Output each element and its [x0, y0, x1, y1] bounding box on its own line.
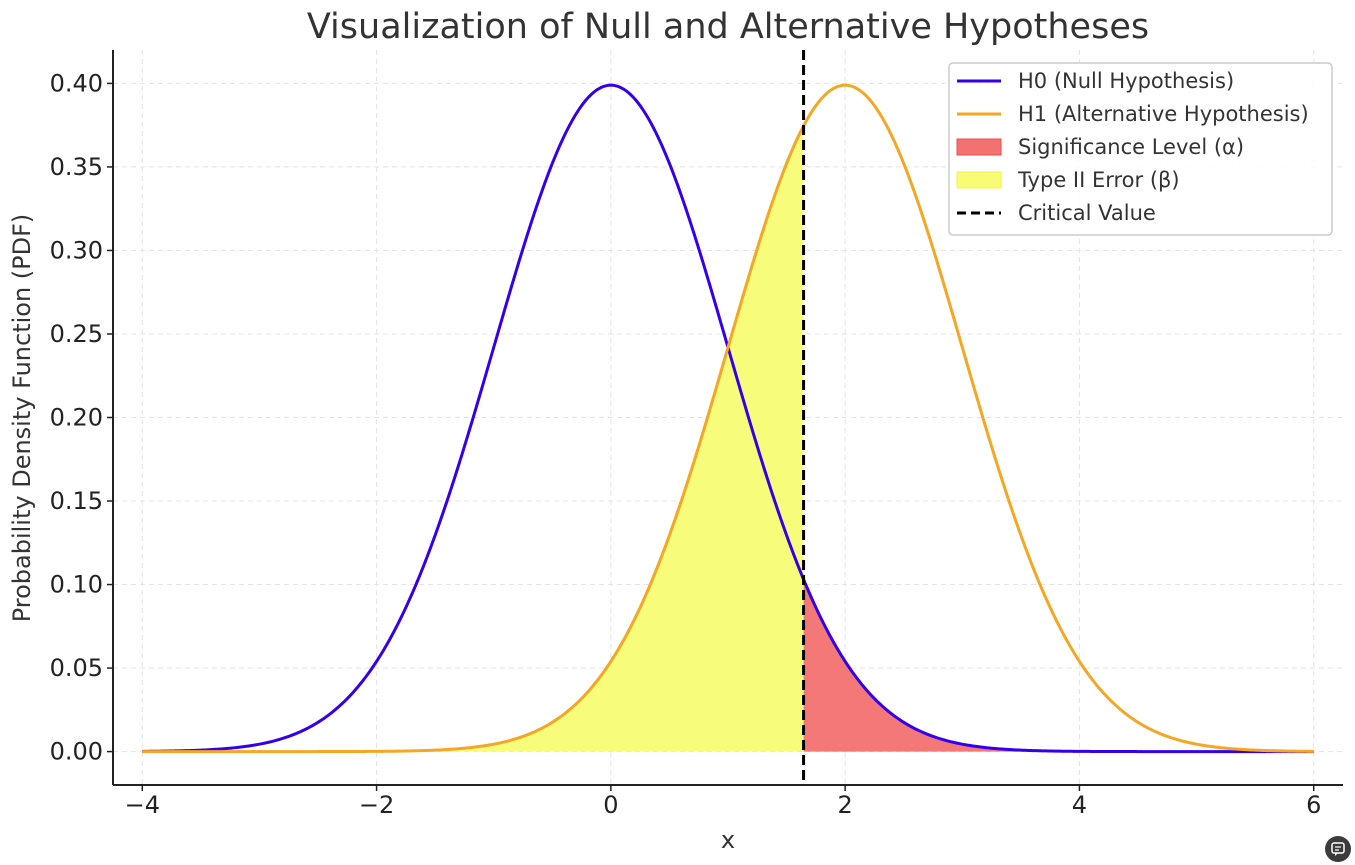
legend-swatch	[956, 138, 1002, 156]
chart-title: Visualization of Null and Alternative Hy…	[307, 7, 1149, 47]
tick-labels: −4 −2 0 2 4 6 0.00 0.05 0.10 0.15 0.20 0.25 0.30 0.35…	[50, 69, 1322, 819]
fill-areas	[142, 125, 1314, 752]
fill-area-beta	[142, 125, 804, 752]
legend-label: H1 (Alternative Hypothesis)	[1018, 102, 1309, 126]
legend-swatch	[956, 171, 1002, 189]
y-tick-label: 0.30	[50, 236, 103, 264]
legend-alpha: Significance Level (α)	[956, 135, 1244, 159]
y-tick-label: 0.25	[50, 320, 103, 348]
series-lines	[142, 83, 1314, 754]
chat-icon[interactable]	[1325, 836, 1351, 862]
legend: H0 (Null Hypothesis) H1 (Alternative Hypo…	[948, 62, 1333, 236]
y-tick-label: 0.05	[50, 654, 103, 682]
legend-h0: H0 (Null Hypothesis)	[957, 69, 1234, 93]
x-tick-label: 4	[1072, 791, 1087, 819]
legend-label: Significance Level (α)	[1018, 135, 1244, 159]
legend-h1: H1 (Alternative Hypothesis)	[957, 102, 1309, 126]
y-tick-label: 0.10	[50, 571, 103, 599]
y-tick-label: 0.35	[50, 153, 103, 181]
x-tick-label: 2	[838, 791, 853, 819]
x-tick-label: −4	[125, 791, 160, 819]
legend-box	[948, 62, 1333, 236]
legend-label: Critical Value	[1018, 201, 1156, 225]
x-axis-label: x	[721, 826, 735, 854]
y-tick-label: 0.40	[50, 69, 103, 97]
legend-critical: Critical Value	[957, 201, 1156, 225]
legend-beta: Type II Error (β)	[956, 168, 1180, 192]
y-axis-label: Probability Density Function (PDF)	[8, 214, 36, 623]
fill-area-alpha	[803, 579, 1314, 752]
legend-label: Type II Error (β)	[1017, 168, 1180, 192]
legend-label: H0 (Null Hypothesis)	[1018, 69, 1234, 93]
y-tick-label: 0.20	[50, 404, 103, 432]
x-tick-label: 6	[1306, 791, 1321, 819]
series-line-h1	[142, 83, 1314, 754]
x-tick-label: 0	[603, 791, 618, 819]
y-tick-label: 0.15	[50, 487, 103, 515]
x-tick-label: −2	[359, 791, 394, 819]
y-tick-label: 0.00	[50, 738, 103, 766]
